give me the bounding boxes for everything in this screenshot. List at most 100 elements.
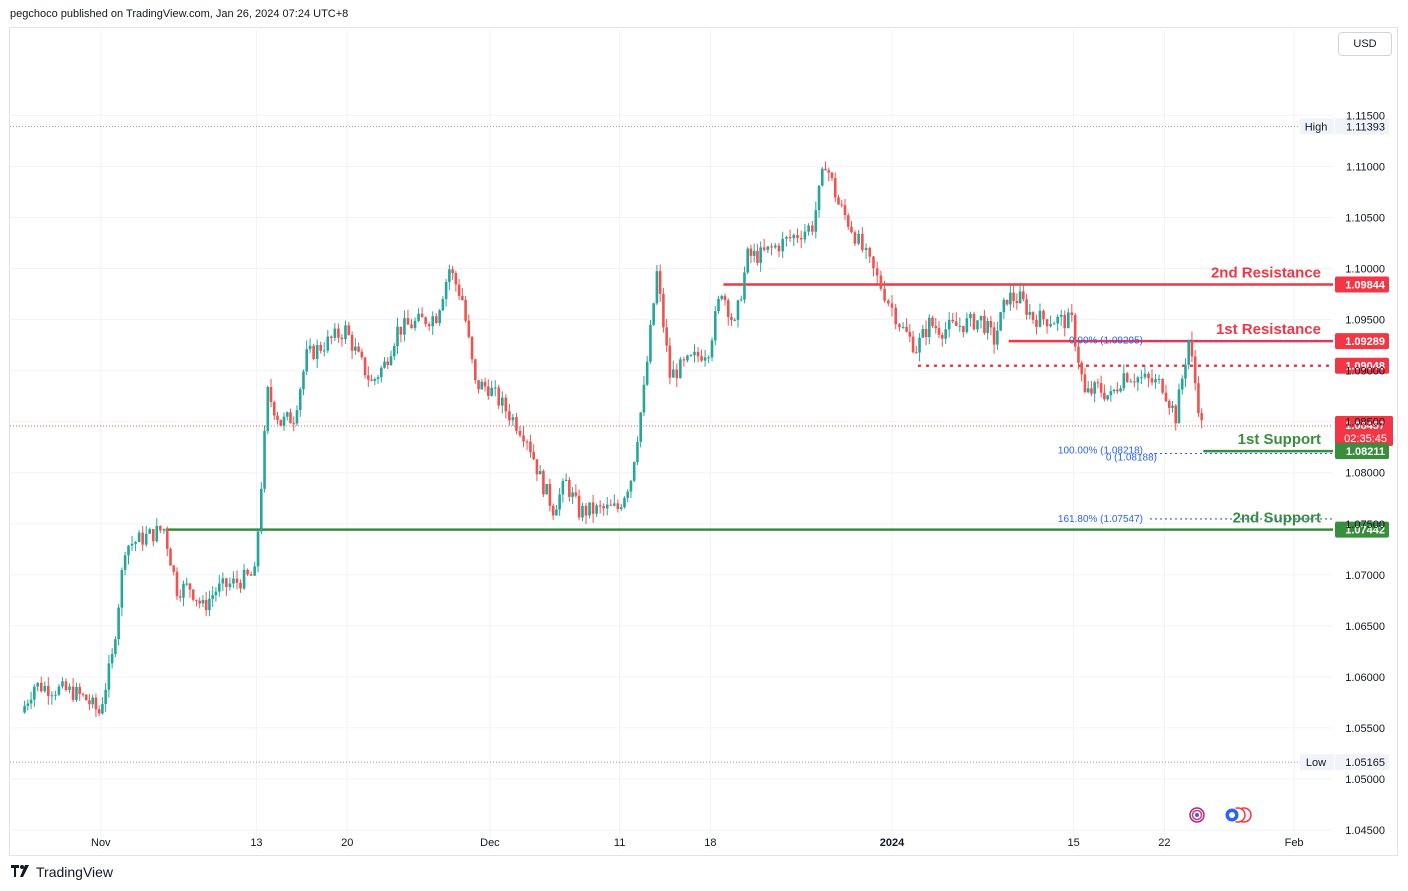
candle-body — [221, 578, 225, 584]
candle-body — [457, 284, 461, 297]
candle-body — [134, 542, 137, 544]
chart-frame — [9, 27, 1398, 856]
candle-body — [542, 471, 545, 495]
candle-body — [1038, 310, 1042, 327]
candle-body — [642, 384, 646, 413]
candle-body — [104, 689, 107, 704]
candle-body — [713, 311, 717, 341]
candle-body — [148, 529, 152, 534]
candle-body — [127, 545, 130, 556]
countdown-timer: 02:35:45 — [1344, 433, 1387, 445]
candle-body — [497, 387, 501, 406]
candle-body — [632, 462, 636, 481]
candle-body — [508, 411, 511, 421]
tradingview-brand[interactable]: TradingView — [11, 864, 113, 880]
candle-body — [396, 326, 399, 347]
candle-body — [777, 245, 781, 252]
price-tick-label: 1.07500 — [1345, 519, 1385, 531]
currency-button[interactable]: USD — [1338, 32, 1392, 56]
candle-body — [827, 170, 831, 173]
candle-body — [785, 236, 788, 239]
candle-body — [1099, 383, 1103, 393]
candle-body — [120, 569, 124, 608]
candle-body — [204, 599, 208, 611]
candle-body — [272, 402, 276, 416]
fib-level-label: 161.80% (1.07547) — [1058, 514, 1143, 525]
brand-name: TradingView — [36, 864, 114, 880]
candle-body — [843, 205, 847, 216]
high-low-lines: High 1.11393 Low 1.05165 — [10, 118, 1389, 771]
candle-body — [830, 172, 834, 179]
candle-body — [178, 596, 182, 598]
candle-body — [1086, 388, 1090, 393]
candle-body — [571, 492, 574, 497]
candle-body — [1125, 373, 1129, 382]
candle-body — [357, 346, 360, 352]
candle-body — [645, 361, 649, 385]
candle-body — [665, 327, 668, 346]
candle-body — [1042, 310, 1045, 320]
candle-body — [951, 319, 955, 322]
candle-body — [101, 703, 104, 714]
candle-body — [228, 583, 232, 588]
time-tick-label: 20 — [341, 837, 353, 849]
economic-event-icon[interactable] — [1189, 807, 1205, 823]
candle-body — [266, 387, 270, 432]
candle-body — [671, 369, 675, 378]
high-value: 1.11393 — [1346, 121, 1385, 133]
candle-body — [879, 275, 883, 289]
candle-body — [1177, 389, 1181, 424]
candle-body — [668, 345, 672, 378]
candle-body — [344, 325, 347, 340]
grid-lines — [10, 30, 1333, 850]
candle-body — [1005, 299, 1009, 305]
candle-body — [175, 571, 179, 597]
candle-body — [330, 336, 333, 338]
candle-body — [1073, 315, 1077, 347]
economic-event-icon[interactable] — [1224, 807, 1252, 823]
candle-body — [474, 359, 477, 381]
candle-body — [279, 419, 283, 426]
candle-body — [201, 599, 205, 604]
candle-body — [817, 185, 821, 211]
candle-body — [232, 578, 235, 584]
candle-body — [370, 379, 373, 381]
price-axis: 1.11500 1.11000 1.10500 1.10000 1.09500 1.090… — [1345, 110, 1385, 837]
candle-body — [723, 295, 727, 301]
candle-body — [595, 505, 598, 514]
candle-body — [792, 235, 796, 239]
candle-body — [340, 337, 344, 340]
candle-body — [762, 247, 766, 250]
candle-body — [947, 319, 951, 330]
candle-body — [169, 548, 172, 566]
candle-body — [613, 503, 616, 506]
candle-body — [39, 682, 43, 692]
fib-level-label: 0.00% (1.09295) — [1069, 336, 1143, 347]
candle-body — [1193, 356, 1197, 384]
candle-body — [379, 367, 383, 378]
candle-body — [144, 533, 148, 545]
candle-body — [363, 357, 367, 376]
candle-body — [717, 298, 720, 312]
level-price-tag: 1.08211 — [1346, 446, 1385, 458]
candle-body — [326, 336, 330, 351]
candle-body — [584, 505, 588, 516]
candle-body — [639, 412, 642, 442]
candle-body — [1157, 379, 1161, 381]
candle-body — [130, 543, 134, 546]
candle-body — [61, 681, 64, 687]
candle-body — [679, 359, 682, 379]
candle-body — [438, 310, 441, 324]
candle-body — [1031, 312, 1035, 321]
time-tick-label: 15 — [1067, 837, 1079, 849]
candle-body — [413, 320, 417, 329]
candle-body — [1052, 323, 1056, 325]
candle-body — [658, 271, 662, 294]
candle-body — [110, 653, 114, 664]
candle-body — [1190, 340, 1194, 357]
candle-body — [298, 389, 302, 411]
candle-body — [71, 686, 75, 700]
candle-body — [500, 397, 504, 406]
candle-body — [675, 369, 679, 379]
